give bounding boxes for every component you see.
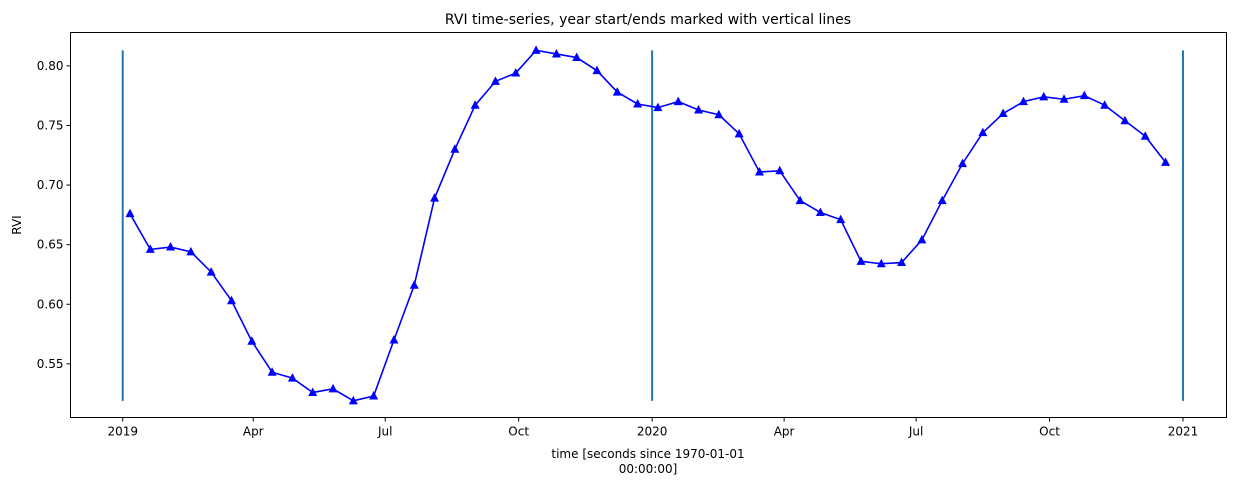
data-point-marker [1140,131,1150,140]
data-point-marker [430,193,440,202]
data-point-marker [267,367,277,376]
data-point-marker [917,234,927,244]
x-tick-label: Apr [243,425,264,439]
data-point-marker [978,127,988,137]
data-point-marker [145,244,155,253]
y-tick-label: 0.75 [37,118,64,132]
series-line [129,49,1167,402]
data-point-marker [1059,94,1069,103]
data-point-marker [876,258,886,268]
data-point-marker [308,387,318,396]
data-point-marker [653,102,663,112]
data-point-marker [409,280,419,289]
data-point-marker [937,195,947,205]
data-point-marker [511,68,521,77]
x-axis-label-line1: time [seconds since 1970-01-01 [551,447,744,461]
data-point-marker [287,373,297,382]
y-tick-label: 0.80 [37,59,64,73]
data-point-marker [897,257,907,267]
data-point-marker [470,100,480,109]
data-point-marker [836,214,846,224]
x-tick-label: 2021 [1168,425,1199,439]
data-point-marker [1161,157,1171,166]
data-point-marker [348,395,358,405]
data-point-marker [592,65,602,75]
x-tick-label: 2020 [637,425,668,439]
data-point-marker [612,87,622,96]
data-point-marker [226,295,236,305]
x-tick-label: Apr [774,425,795,439]
data-point-marker [572,52,582,62]
chart-title: RVI time-series, year start/ends marked … [445,12,851,28]
y-axis-label: RVI [10,215,24,234]
data-point-marker [754,166,764,176]
data-point-marker [389,335,399,344]
data-point-marker [186,246,196,256]
data-point-marker [450,144,460,153]
data-point-marker [531,45,541,54]
data-point-marker [958,158,968,168]
x-tick-label: Jul [908,425,923,439]
data-point-marker [795,195,805,205]
data-point-marker [714,109,724,119]
data-point-marker [856,256,866,265]
data-point-marker [694,104,704,114]
data-point-marker [673,96,683,106]
data-point-marker [551,48,561,58]
y-tick-label: 0.60 [37,297,64,311]
data-point-marker [1079,90,1089,100]
data-point-marker [1120,115,1130,125]
data-point-marker [734,128,744,138]
y-tick-label: 0.55 [37,357,64,371]
plot-frame [70,32,1227,418]
data-point-marker [328,383,338,393]
data-point-marker [815,207,825,216]
data-point-marker [998,108,1008,118]
data-point-marker [125,208,135,218]
data-point-marker [206,267,216,276]
data-point-marker [247,336,257,345]
data-point-marker [775,165,785,175]
x-axis-label-line2: 00:00:00] [619,462,678,476]
y-tick-label: 0.70 [37,178,64,192]
data-point-marker [490,76,500,85]
y-tick-label: 0.65 [37,238,64,252]
data-point-marker [633,99,643,108]
data-point-marker [1039,91,1049,101]
x-tick-label: Oct [1039,425,1060,439]
x-tick-label: 2019 [107,425,138,439]
data-point-marker [369,391,379,400]
data-point-marker [1018,96,1028,106]
x-tick-label: Oct [508,425,529,439]
data-point-marker [166,242,176,251]
x-tick-label: Jul [377,425,392,439]
data-point-marker [1100,100,1110,109]
